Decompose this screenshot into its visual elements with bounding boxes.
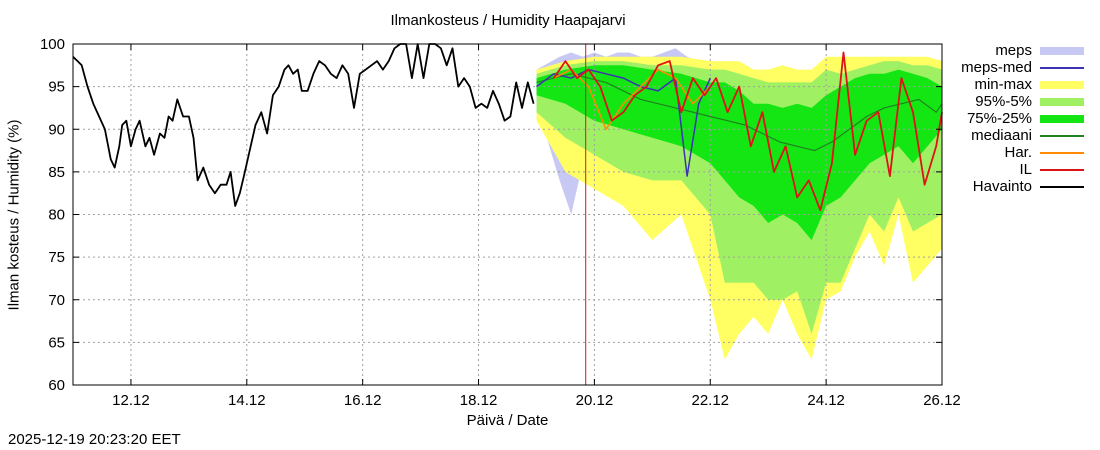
y-tick-label-90: 90: [48, 121, 65, 138]
legend-swatch: [1040, 186, 1084, 188]
legend-item-il: IL: [940, 161, 1090, 178]
x-tick-label-14.12: 14.12: [228, 392, 266, 409]
legend-swatch: [1040, 152, 1084, 154]
legend-swatch: [1040, 115, 1084, 123]
x-tick-label-26.12: 26.12: [923, 392, 961, 409]
legend-item-meps-med: meps-med: [940, 59, 1090, 76]
x-tick-label-20.12: 20.12: [576, 392, 614, 409]
x-tick-label-24.12: 24.12: [807, 392, 845, 409]
mediaani-line: [536, 73, 943, 152]
y-tick-label-95: 95: [48, 79, 65, 96]
axis-ticks: 60 65 70 75 80 85 90 95 100 12.12 14.12 16.12 18.12 2…: [40, 36, 961, 409]
forecast-bands: [536, 48, 942, 360]
y-tick-label-65: 65: [48, 334, 65, 351]
har-line: [553, 68, 711, 131]
x-tick-label-12.12: 12.12: [112, 392, 150, 409]
legend-label: meps: [995, 42, 1032, 59]
legend-label: min-max: [974, 76, 1032, 93]
y-tick-label-80: 80: [48, 207, 65, 224]
meps-med-line: [536, 68, 711, 177]
p75-25-band: [536, 65, 942, 241]
legend-item-havainto: Havainto: [940, 178, 1090, 195]
y-tick-label-60: 60: [48, 377, 65, 394]
legend-label: 95%-5%: [975, 93, 1032, 110]
legend-item-75-25-: 75%-25%: [940, 110, 1090, 127]
legend-swatch: [1040, 81, 1084, 89]
legend-swatch: [1040, 47, 1084, 55]
legend-item-mediaani: mediaani: [940, 127, 1090, 144]
il-line: [553, 51, 943, 212]
generated-timestamp: 2025-12-19 20:23:20 EET: [8, 431, 181, 448]
x-tick-label-16.12: 16.12: [344, 392, 382, 409]
legend-label: 75%-25%: [966, 110, 1032, 127]
y-tick-label-75: 75: [48, 249, 65, 266]
y-axis-label: Ilman kosteus / Humidity (%): [5, 119, 23, 311]
legend-label: Har.: [1004, 144, 1032, 161]
y-tick-label-70: 70: [48, 292, 65, 309]
legend-item-min-max: min-max: [940, 76, 1090, 93]
legend-label: mediaani: [971, 127, 1032, 144]
legend-label: Havainto: [972, 178, 1032, 195]
legend-label: IL: [1019, 161, 1032, 178]
y-tick-label-100: 100: [40, 36, 65, 53]
havainto-line: [72, 43, 535, 207]
legend-swatch: [1040, 169, 1084, 171]
x-axis-label: Päivä / Date: [466, 412, 549, 429]
y-tick-label-85: 85: [48, 164, 65, 181]
series-lines: [72, 43, 943, 212]
legend-swatch: [1040, 98, 1084, 106]
legend-item-har-: Har.: [940, 144, 1090, 161]
legend-swatch: [1040, 135, 1084, 137]
legend: meps meps-med min-max 95%-5% 75%-25% mediaani…: [940, 42, 1090, 195]
legend-swatch: [1040, 67, 1084, 69]
legend-item-meps: meps: [940, 42, 1090, 59]
legend-label: meps-med: [961, 59, 1032, 76]
x-tick-label-18.12: 18.12: [460, 392, 498, 409]
x-tick-label-22.12: 22.12: [691, 392, 729, 409]
chart-title: Ilmankosteus / Humidity Haapajarvi: [390, 12, 626, 29]
legend-item-95-5-: 95%-5%: [940, 93, 1090, 110]
